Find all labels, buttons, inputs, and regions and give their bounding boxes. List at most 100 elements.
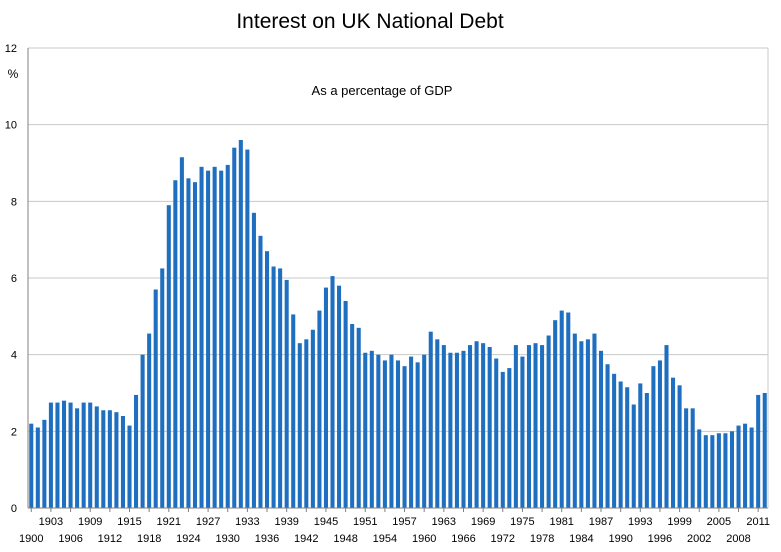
bar [258, 235, 263, 508]
x-tick-label: 1945 [314, 516, 338, 528]
bar [598, 350, 604, 508]
axes [27, 48, 769, 509]
bar [487, 347, 492, 508]
bar [579, 341, 584, 508]
bar [526, 345, 531, 508]
x-tick-label: 1954 [373, 533, 397, 545]
bar [219, 170, 224, 509]
bar [42, 419, 47, 508]
bar [29, 423, 34, 508]
bar [749, 427, 754, 508]
bar [553, 320, 558, 508]
bar [422, 354, 427, 508]
bar [186, 178, 191, 508]
bar [284, 279, 289, 508]
bar [140, 354, 145, 508]
x-tick-label: 1963 [432, 516, 456, 528]
bar [147, 333, 152, 508]
bar [55, 402, 60, 508]
x-tick-label: 1927 [196, 516, 220, 528]
bar [232, 147, 237, 509]
bar [304, 339, 309, 508]
bar [402, 366, 407, 508]
bar [356, 327, 361, 508]
bar [710, 435, 715, 508]
bar [474, 341, 479, 508]
x-tick-label: 1996 [648, 533, 672, 545]
bar [330, 276, 335, 508]
bar [625, 387, 630, 508]
x-axis-ticks: 1900 1906 1912 1918 1924 1930 1936 1942 1948 1954… [19, 508, 770, 545]
bar [350, 324, 355, 508]
x-tick-label: 2008 [726, 533, 750, 545]
x-tick-label: 1966 [451, 533, 475, 545]
bar [559, 310, 564, 508]
bar [513, 345, 518, 508]
bar [697, 429, 702, 508]
bar [101, 410, 106, 508]
bar [179, 157, 184, 508]
bar [369, 350, 374, 508]
bar [540, 345, 545, 508]
bar [612, 373, 617, 508]
chart-title: Interest on UK National Debt [236, 10, 503, 33]
y-axis-label: % [8, 67, 19, 81]
x-tick-label: 1969 [471, 516, 495, 528]
bar [684, 408, 689, 508]
y-tick-label: 8 [11, 196, 17, 208]
x-tick-label: 1915 [117, 516, 141, 528]
bar [500, 371, 505, 508]
bar [494, 358, 499, 508]
x-tick-label: 1906 [58, 533, 82, 545]
bar [337, 285, 342, 508]
bar [605, 364, 610, 508]
x-tick-label: 1975 [510, 516, 534, 528]
bar [651, 366, 656, 508]
bar [716, 433, 721, 508]
bar [317, 310, 322, 508]
bar [461, 350, 466, 508]
y-tick-label: 0 [11, 503, 17, 515]
x-tick-label: 2011 [746, 516, 770, 528]
x-tick-label: 1900 [19, 533, 43, 545]
x-tick-label: 1909 [78, 516, 102, 528]
y-tick-label: 12 [5, 43, 17, 55]
bar [677, 385, 682, 508]
bar [644, 393, 649, 508]
bar [618, 381, 623, 508]
bar [35, 427, 40, 508]
x-tick-label: 1951 [353, 516, 377, 528]
bar [376, 354, 381, 508]
bar [415, 362, 420, 508]
x-tick-label: 1939 [274, 516, 298, 528]
bar-series [29, 140, 767, 509]
bar [592, 333, 597, 508]
bar [657, 360, 662, 508]
bar [435, 339, 440, 508]
bar [48, 402, 53, 508]
x-tick-label: 1930 [215, 533, 239, 545]
bar [671, 377, 676, 508]
x-tick-label: 1978 [530, 533, 554, 545]
bar [173, 180, 178, 508]
x-tick-label: 1912 [98, 533, 122, 545]
bar [585, 339, 590, 508]
x-tick-label: 1942 [294, 533, 318, 545]
bar [238, 140, 243, 508]
bar [703, 435, 708, 508]
bar [729, 431, 735, 508]
bar [520, 356, 525, 508]
bar [481, 343, 486, 508]
bar [631, 404, 636, 508]
x-tick-label: 2002 [687, 533, 711, 545]
bar [566, 312, 571, 508]
chart-subtitle: As a percentage of GDP [312, 83, 453, 98]
x-tick-label: 1933 [235, 516, 259, 528]
y-tick-label: 6 [11, 273, 17, 285]
bar [166, 205, 171, 509]
bar [160, 268, 165, 508]
bar [507, 368, 512, 508]
bar [409, 356, 414, 508]
x-tick-label: 1948 [333, 533, 357, 545]
